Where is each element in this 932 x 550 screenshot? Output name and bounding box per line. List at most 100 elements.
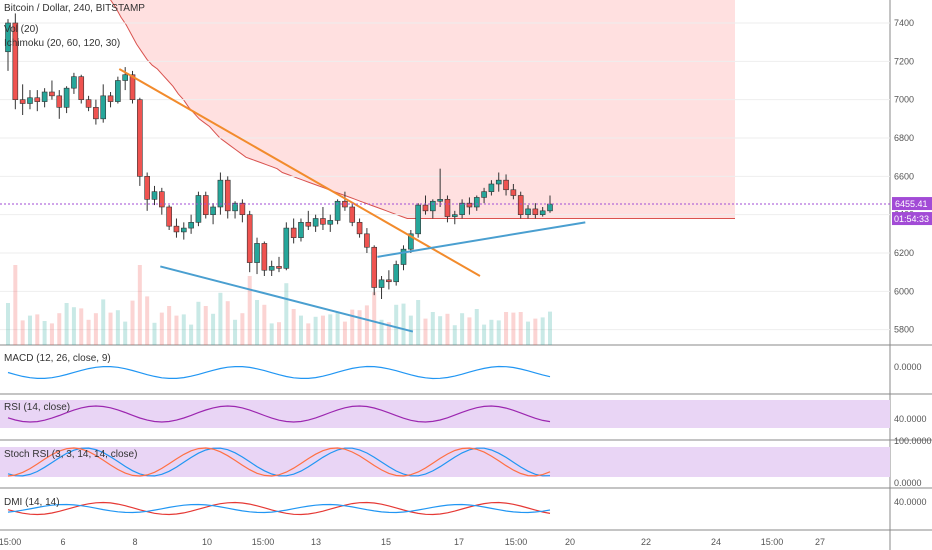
dmi-tick-label: 40.0000 (894, 497, 927, 507)
trendline (118, 68, 481, 277)
candle-body (459, 202, 465, 215)
candle-body (298, 222, 304, 238)
candle-body (85, 99, 92, 108)
rsi-label: RSI (14, close) (4, 402, 71, 413)
volume-bar (386, 322, 391, 345)
volume-bar (284, 283, 289, 345)
candle-body (312, 218, 319, 227)
candle-body (364, 233, 370, 248)
volume-bar (86, 319, 91, 345)
volume-bar (35, 314, 40, 345)
candle-body (349, 206, 356, 223)
candle-body (547, 203, 553, 212)
candle-body (239, 202, 246, 215)
price-tick-label: 5800 (894, 325, 914, 335)
candle-body (246, 214, 253, 263)
volume-bar (159, 312, 164, 345)
candle-body (224, 179, 231, 212)
volume-bar (203, 306, 208, 345)
candle-body (371, 246, 378, 288)
candle-body (27, 97, 33, 104)
candle-body (503, 179, 509, 191)
candle-body (34, 97, 41, 102)
candle-body (202, 195, 209, 215)
volume-bar (42, 321, 47, 345)
volume-bar (101, 299, 106, 345)
volume-bar (313, 316, 318, 345)
price-tick-label: 6200 (894, 248, 914, 258)
candle-body (473, 197, 480, 208)
candle-body (180, 227, 187, 233)
volume-bar (548, 311, 552, 345)
candle-body (254, 243, 260, 263)
time-tick-label: 15:00 (761, 537, 784, 547)
ichimoku-span-a (109, 0, 735, 219)
candle-body (100, 95, 107, 120)
price-tick-label: 7000 (894, 95, 914, 105)
candle-body (122, 74, 128, 81)
candle-body (63, 87, 70, 108)
time-tick-label: 22 (641, 537, 651, 547)
candle-body (320, 218, 326, 225)
candle-body (517, 195, 524, 215)
volume-bar (416, 300, 421, 345)
candle-body (41, 91, 48, 102)
volume-bar (211, 313, 216, 345)
volume-bar (152, 322, 157, 345)
stoch-k-line (7, 447, 551, 477)
volume-bar (145, 296, 150, 345)
volume-bar (233, 319, 238, 345)
candle-body (19, 99, 26, 104)
time-tick-label: 15 (381, 537, 391, 547)
volume-bar (167, 306, 172, 345)
candle-body (210, 206, 216, 215)
price-tick-label: 6000 (894, 286, 914, 296)
stoch-d-line (7, 447, 551, 477)
volume-bar (277, 322, 281, 345)
volume-bar (379, 319, 384, 345)
volume-bar (93, 313, 98, 345)
candle-body (466, 202, 473, 208)
rsi-tick-label: 40.0000 (894, 414, 927, 424)
candle-body (393, 264, 399, 283)
volume-bar (438, 316, 443, 345)
candle-body (276, 266, 282, 269)
volume-bar (518, 312, 523, 345)
volume-bar (533, 318, 538, 345)
volume-bar (6, 303, 10, 345)
vol-label: Vol (20) (4, 24, 39, 35)
dmi-plus-line (7, 503, 551, 514)
candle-body (195, 195, 202, 223)
candle-body (71, 76, 77, 89)
time-tick-label: 15:00 (252, 537, 275, 547)
candle-body (495, 179, 502, 185)
candle-body (151, 191, 158, 200)
candle-body (137, 99, 143, 177)
rsi-line (7, 405, 551, 423)
volume-bar (511, 312, 516, 345)
candle-body (129, 74, 136, 100)
volume-bar (342, 321, 347, 345)
volume-bar (372, 292, 377, 345)
volume-bar (57, 313, 62, 345)
macd-line (7, 365, 551, 380)
candle-body (386, 279, 392, 283)
candle-body (5, 22, 11, 53)
price-tick-label: 7400 (894, 18, 914, 28)
dmi-label: DMI (14, 14) (4, 497, 60, 508)
volume-bar (189, 324, 194, 345)
volume-bar (255, 300, 260, 345)
candle-body (415, 204, 421, 235)
stoch-tick-label: 0.0000 (894, 478, 922, 488)
volume-bar (357, 310, 362, 345)
volume-bar (20, 320, 25, 345)
volume-bar (27, 315, 32, 345)
candle-body (378, 279, 385, 288)
price-tick-label: 6800 (894, 133, 914, 143)
volume-bar (320, 315, 325, 345)
last-price-badge (892, 197, 932, 211)
volume-bar (115, 310, 120, 345)
candle-body (12, 22, 19, 100)
volume-bar (247, 276, 252, 345)
